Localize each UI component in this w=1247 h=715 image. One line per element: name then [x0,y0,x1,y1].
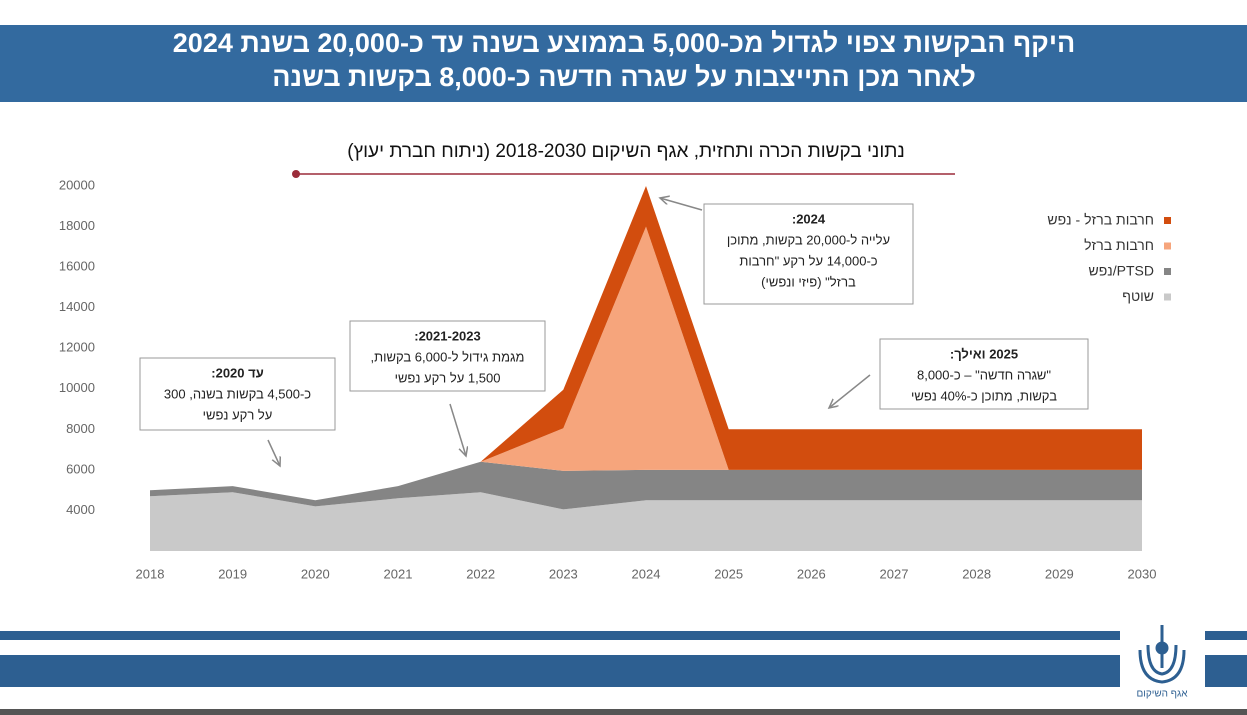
y-tick-label: 6000 [66,461,95,476]
x-tick-label: 2024 [632,566,661,581]
y-tick-label: 14000 [59,299,95,314]
legend-swatch [1164,268,1171,275]
annotation-text: ברזל" (פיזי ונפשי) [761,274,856,289]
y-tick-label: 8000 [66,421,95,436]
x-tick-label: 2021 [384,566,413,581]
annotation-text: עלייה ל-20,000 בקשות, מתוכן [727,232,890,247]
annotation-text: כ-14,000 על רקע "חרבות [739,253,877,268]
legend-label: שוטף [1122,288,1154,304]
bottom-edge [0,709,1247,715]
y-tick-label: 10000 [59,380,95,395]
annotation-box [703,203,914,305]
legend-swatch [1164,293,1171,301]
annotation-text: כ-4,500 בקשות בשנה, 300 [164,386,311,401]
annotation-arrow [829,374,871,408]
area [150,186,1142,501]
annotation-box [349,320,546,392]
annotation-title: 2025 ואילך: [950,346,1018,361]
annotation-text: בקשות, מתוכן כ-40% נפשי [911,388,1057,403]
legend-swatch [1164,242,1171,250]
logo [1138,625,1186,684]
subtitle: נתוני בקשות הכרה ותחזית, אגף השיקום 2018… [347,141,905,162]
y-tick-label: 20000 [59,177,95,192]
y-tick-label: 16000 [59,259,95,274]
rule-dot [292,170,300,178]
x-tick-label: 2028 [962,566,991,581]
plot: 4000 6000 8000 10000 12000 14000 16000 18000 200… [59,177,1171,581]
y-tick-label: 18000 [59,218,95,233]
annotation-title: 2021-2023: [414,328,481,343]
x-tick-label: 2019 [218,566,247,581]
area [150,226,1142,501]
x-tick-label: 2030 [1128,566,1157,581]
annotation-text: על רקע נפשי [203,407,273,422]
x-tick-label: 2025 [714,566,743,581]
annotation-arrow [449,403,466,456]
footer-stripe [0,655,1120,687]
footer-stripe [1205,631,1247,640]
annotation-title: עד 2020: [211,365,263,380]
footer-text: אגף השיקום [1136,689,1188,700]
annotation-text: 1,500 על רקע נפשי [395,370,501,385]
footer-stripe [1205,655,1247,687]
x-tick-label: 2026 [797,566,826,581]
annotation-box [139,357,336,431]
annotation-arrow [267,439,280,466]
annotation-title: 2024: [792,211,826,226]
annotation-box [879,338,1089,410]
x-tick-label: 2023 [549,566,578,581]
x-tick-label: 2018 [136,566,165,581]
title-line: היקף הבקשות צפוי לגדול מכ-5,000 בממוצע ב… [173,28,1075,58]
annotation-arrow [660,198,703,211]
y-tick-label: 12000 [59,340,95,355]
legend-label: נפש/PTSD [1089,263,1154,279]
legend-label: חרבות ברזל [1084,237,1154,253]
footer-stripe [0,631,1120,640]
area [150,492,1142,551]
title-line: לאחר מכן התייצבות על שגרה חדשה כ-8,000 ב… [272,62,976,92]
annotation-text: "שגרה חדשה" – כ-8,000 [917,367,1051,382]
x-tick-label: 2022 [466,566,495,581]
x-tick-label: 2029 [1045,566,1074,581]
header-band [0,25,1247,102]
y-tick-label: 4000 [66,502,95,517]
x-tick-label: 2020 [301,566,330,581]
area [150,461,1142,510]
x-tick-label: 2027 [880,566,909,581]
annotation-text: מגמת גידול ל-6,000 בקשות, [371,349,525,364]
legend-swatch [1164,217,1171,224]
legend-label: חרבות ברזל - נפש [1047,212,1154,228]
